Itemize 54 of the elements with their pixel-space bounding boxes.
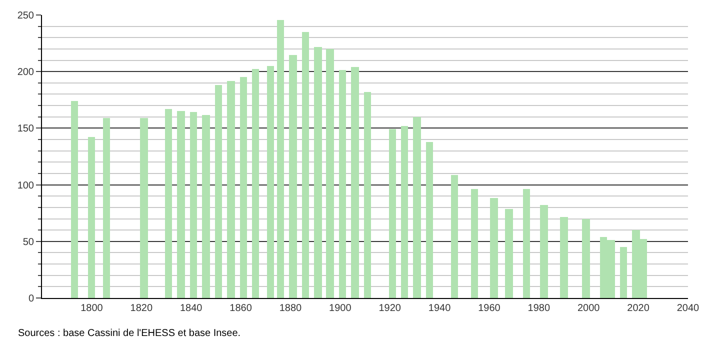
bar [165, 109, 172, 298]
bar [140, 118, 148, 298]
bar [215, 85, 222, 298]
bar [71, 101, 78, 298]
bar [505, 209, 513, 298]
bar [103, 118, 110, 298]
bar [202, 115, 210, 298]
x-tick-label: 1960 [478, 303, 501, 314]
bar [560, 217, 568, 298]
bar [389, 129, 396, 298]
x-tick-label: 1800 [80, 303, 104, 314]
x-tick-label: 1840 [180, 303, 203, 314]
x-tick-label: 2020 [627, 303, 650, 314]
y-tick-label: 100 [17, 180, 34, 192]
bar [177, 111, 185, 298]
x-tick-label: 1880 [279, 303, 302, 314]
bar [240, 77, 247, 298]
bar [351, 67, 359, 298]
source-note: Sources : base Cassini de l'EHESS et base Insee. [18, 328, 241, 339]
bar [326, 49, 334, 298]
bar [451, 175, 458, 298]
bar [401, 126, 408, 298]
bar [227, 81, 235, 298]
x-tick-label: 1980 [528, 303, 550, 314]
x-tick-label: 1820 [130, 303, 153, 314]
y-tick-label: 50 [22, 236, 34, 248]
y-tick-label: 200 [17, 67, 34, 78]
bar [471, 189, 478, 298]
bar [490, 198, 498, 298]
bar [620, 247, 627, 298]
bar [339, 70, 346, 298]
bar [277, 20, 284, 298]
bar [252, 69, 259, 298]
bar [88, 137, 95, 298]
bar [540, 205, 548, 298]
bar [289, 55, 297, 298]
x-tick-label: 1900 [329, 303, 352, 314]
bar [314, 47, 322, 298]
bar [426, 142, 433, 298]
y-tick-label: 0 [28, 294, 34, 304]
bar [267, 66, 274, 298]
bar [364, 92, 371, 298]
x-tick-label: 2000 [577, 303, 600, 314]
y-tick-label: 150 [17, 124, 34, 135]
y-tick-label: 250 [17, 10, 34, 22]
x-tick-label: 2040 [676, 303, 700, 314]
bar [302, 32, 309, 298]
bar [523, 189, 530, 298]
bar [413, 117, 421, 298]
x-tick-label: 1920 [378, 303, 402, 314]
bar [190, 112, 197, 298]
x-tick-label: 1860 [230, 303, 252, 314]
bar [582, 219, 590, 298]
x-tick-label: 1940 [428, 303, 452, 314]
